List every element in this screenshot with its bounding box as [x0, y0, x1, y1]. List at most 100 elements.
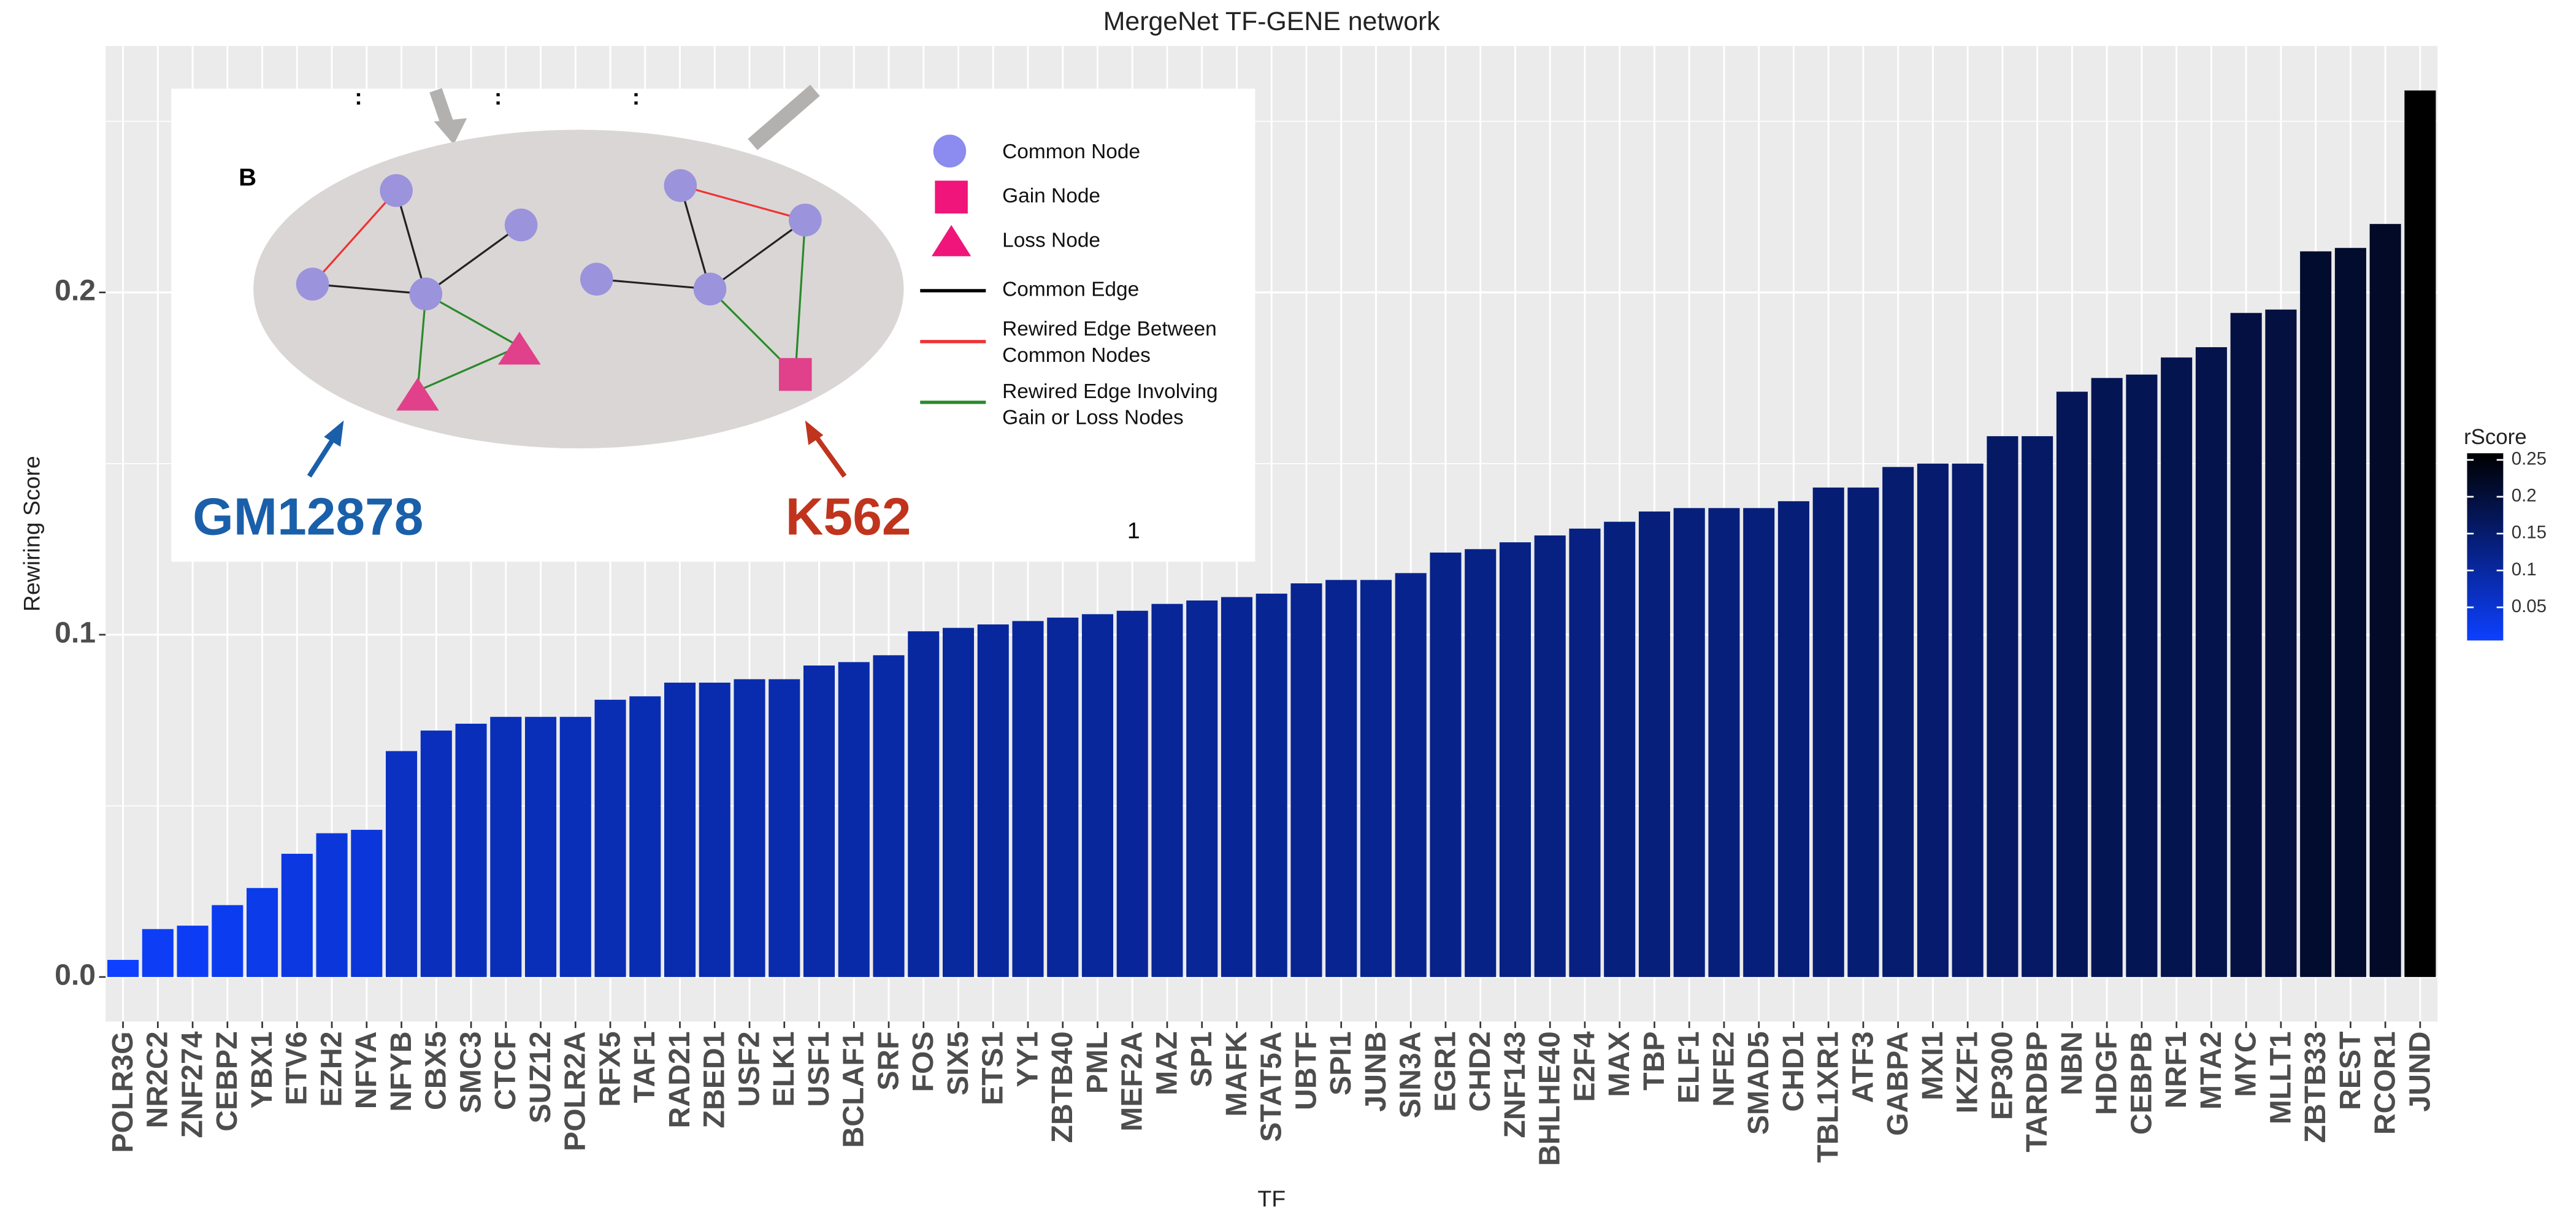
bar — [908, 631, 940, 977]
x-tick-label: CEBPB — [2125, 1031, 2158, 1135]
x-tick-label: FOS — [907, 1031, 940, 1092]
bar — [212, 905, 243, 977]
bar — [1708, 508, 1740, 977]
x-tick-label: MAZ — [1150, 1031, 1183, 1095]
x-tick-label: YBX1 — [245, 1031, 278, 1108]
edge — [680, 185, 806, 221]
page-number: 1 — [1127, 517, 1140, 543]
edge — [596, 278, 710, 290]
x-tick-label: GABPA — [1881, 1031, 1914, 1135]
bar — [1569, 528, 1601, 977]
x-tick-label: CTCF — [489, 1031, 522, 1110]
loss-node — [498, 331, 541, 365]
bar — [1151, 604, 1183, 977]
node — [664, 169, 697, 202]
bar — [1116, 610, 1148, 977]
node — [580, 263, 613, 296]
bar — [1430, 552, 1462, 977]
bar — [490, 716, 522, 977]
x-tick-label: SIX5 — [941, 1031, 975, 1095]
x-tick-label: ELF1 — [1673, 1031, 1706, 1103]
edge — [425, 293, 520, 348]
legend-node — [935, 180, 968, 214]
x-tick-label: CHD2 — [1463, 1031, 1497, 1111]
x-tick-label: NFYA — [350, 1031, 383, 1109]
bar — [1673, 508, 1705, 977]
bar — [1882, 467, 1914, 977]
x-tick-label: TAF1 — [628, 1031, 661, 1103]
x-tick-label: CHD1 — [1777, 1031, 1810, 1111]
bar — [1325, 580, 1357, 977]
x-tick-label: USF2 — [732, 1031, 765, 1107]
legend: 0.05 0.1 0.15 0.2 0.25 — [2467, 449, 2547, 616]
loss-node — [396, 377, 439, 411]
inset-legend-label: Common Edge — [1002, 278, 1139, 301]
bar — [420, 731, 452, 977]
bar — [1499, 542, 1531, 977]
inset-legend-label: Gain Node — [1002, 185, 1100, 207]
bar — [1777, 501, 1809, 977]
x-tick-label: SMAD5 — [1742, 1031, 1775, 1135]
x-tick-label: SP1 — [1185, 1031, 1218, 1087]
dots: : — [632, 84, 640, 110]
bar — [664, 682, 696, 977]
edge — [417, 345, 520, 392]
x-tick-label: RAD21 — [663, 1031, 696, 1128]
x-tick-label: E2F4 — [1568, 1031, 1601, 1102]
x-tick-label: MTA2 — [2195, 1031, 2228, 1110]
bar — [1395, 573, 1427, 977]
bar — [1186, 600, 1218, 977]
bar — [2161, 357, 2193, 977]
bar — [734, 679, 765, 977]
bar — [1534, 535, 1566, 977]
x-tick-label: ZBED1 — [698, 1031, 731, 1128]
x-tick-label: YY1 — [1011, 1031, 1044, 1087]
bar — [629, 696, 661, 977]
bar — [1290, 583, 1322, 977]
x-tick-label: MXI1 — [1916, 1031, 1949, 1100]
bar — [2404, 90, 2436, 977]
x-tick-label: SIN3A — [1394, 1031, 1427, 1118]
edge — [679, 185, 711, 290]
bar — [455, 723, 487, 977]
bar — [247, 888, 278, 977]
bar — [107, 959, 139, 977]
colorbar-tick-label: 0.25 — [2512, 449, 2547, 469]
bar — [1604, 521, 1636, 977]
x-axis-title: TF — [1257, 1186, 1286, 1211]
x-tick-label: USF1 — [802, 1031, 835, 1107]
network-ellipse — [253, 129, 904, 448]
x-tick-label: TARDBP — [2020, 1031, 2053, 1152]
x-tick-label: ATF3 — [1846, 1031, 1879, 1103]
x-tick-label: MEF2A — [1116, 1031, 1149, 1131]
colorbar — [2467, 453, 2504, 641]
edge — [425, 224, 522, 295]
bar — [1743, 508, 1775, 977]
x-tick-label: TBL1XR1 — [1812, 1031, 1845, 1162]
x-tick-label: UBTF — [1289, 1031, 1322, 1110]
colorbar-tick-label: 0.2 — [2512, 486, 2537, 506]
x-tick-label: SMC3 — [454, 1031, 487, 1113]
bar — [873, 655, 905, 977]
x-tick-label: RCOR1 — [2369, 1031, 2402, 1135]
x-tick-label: RFX5 — [593, 1031, 626, 1107]
y-tick-label: 0.0 — [55, 959, 96, 992]
arrow-head — [805, 420, 824, 445]
panel-label: B — [239, 163, 256, 191]
x-tick-label: STAT5A — [1255, 1031, 1288, 1141]
bar — [2195, 347, 2227, 977]
bar — [2091, 378, 2123, 977]
node — [409, 277, 443, 311]
bar — [1465, 549, 1497, 977]
arrow — [748, 85, 820, 150]
bar — [351, 829, 383, 977]
bar — [281, 853, 313, 977]
bars — [107, 90, 2436, 977]
arrow-head — [434, 118, 467, 145]
bar — [942, 627, 975, 977]
bar — [2334, 248, 2366, 977]
edge — [312, 190, 397, 285]
bar — [1847, 487, 1879, 977]
y-tick-label: 0.1 — [55, 616, 96, 650]
bar — [1917, 463, 1949, 977]
